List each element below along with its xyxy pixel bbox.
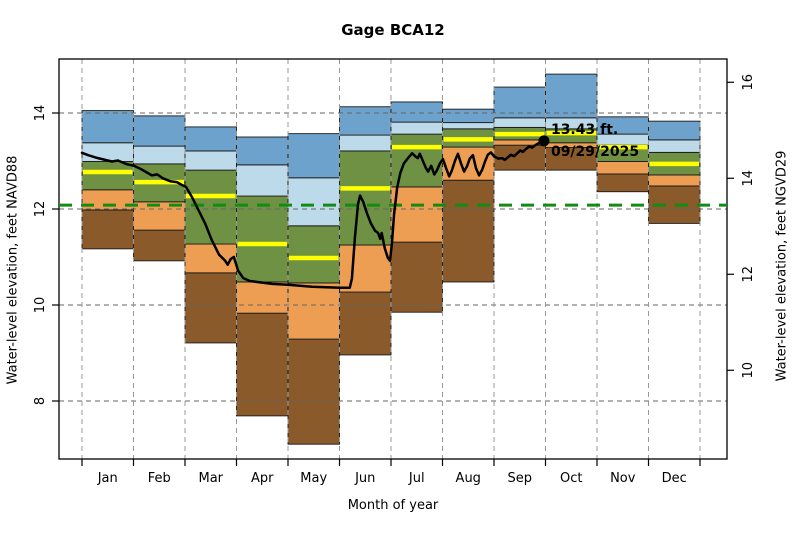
band-p90-max-jun xyxy=(339,106,392,136)
band-p75-p90-jul xyxy=(390,121,443,135)
band-p75-p90-apr xyxy=(236,164,289,197)
left-tick-label-10: 10 xyxy=(33,297,48,314)
annotation-date: 09/29/2025 xyxy=(551,144,639,160)
band-p75-p90-sep xyxy=(493,117,546,128)
band-p25-p75-jun xyxy=(339,150,392,246)
month-label-jun: Jun xyxy=(354,471,375,486)
band-p25-p75-apr xyxy=(236,195,289,283)
band-p10-p25-may xyxy=(287,282,340,340)
annotation-value: 13.43 ft. xyxy=(551,122,618,138)
band-p90-max-feb xyxy=(133,115,186,147)
band-p10-p25-nov xyxy=(596,161,649,175)
right-tick-label-10: 10 xyxy=(741,362,756,379)
month-label-may: May xyxy=(300,471,327,486)
band-min-p10-may xyxy=(287,338,340,445)
band-p25-p75-may xyxy=(287,225,340,284)
band-p75-p90-aug xyxy=(442,122,495,130)
band-min-p10-apr xyxy=(236,312,289,417)
month-label-oct: Oct xyxy=(560,471,582,486)
band-p90-max-dec xyxy=(648,120,701,141)
x-axis-title: Month of year xyxy=(347,498,439,513)
left-tick-label-8: 8 xyxy=(33,397,48,405)
month-label-mar: Mar xyxy=(198,471,223,486)
month-label-dec: Dec xyxy=(662,471,687,486)
band-p25-p75-mar xyxy=(184,169,237,245)
left-axis-title: Water-level elevation, feet NAVD88 xyxy=(5,155,21,385)
chart-title: Gage BCA12 xyxy=(341,21,445,39)
band-min-p10-nov xyxy=(596,173,649,193)
band-p75-p90-may xyxy=(287,177,340,227)
band-p10-p25-dec xyxy=(648,174,701,187)
band-p90-max-oct xyxy=(545,73,598,119)
month-label-jan: Jan xyxy=(97,471,118,486)
band-min-p10-jan xyxy=(81,209,134,250)
current-year-line xyxy=(80,139,546,289)
month-label-nov: Nov xyxy=(610,471,636,486)
right-axis-title: Water-level elevation, feet NGVD29 xyxy=(774,150,790,382)
band-p90-max-jul xyxy=(390,101,443,123)
band-p90-max-aug xyxy=(442,108,495,124)
band-p10-p25-apr xyxy=(236,281,289,314)
latest-value-dot xyxy=(538,135,550,147)
band-p75-p90-feb xyxy=(133,145,186,165)
plot-box xyxy=(58,58,728,460)
right-tick-label-12: 12 xyxy=(741,266,756,283)
band-p90-max-apr xyxy=(236,136,289,166)
right-tick-label-16: 16 xyxy=(741,74,756,91)
month-label-jul: Jul xyxy=(408,471,425,486)
band-min-p10-mar xyxy=(184,272,237,344)
band-p10-p25-mar xyxy=(184,243,237,274)
left-tick-label-14: 14 xyxy=(33,105,48,122)
band-p75-p90-mar xyxy=(184,150,237,171)
band-p75-p90-jan xyxy=(81,142,134,162)
month-label-feb: Feb xyxy=(148,471,171,486)
band-p90-max-mar xyxy=(184,126,237,152)
month-label-apr: Apr xyxy=(251,471,274,486)
band-p90-max-may xyxy=(287,133,340,179)
band-min-p10-jun xyxy=(339,291,392,356)
band-p25-p75-jan xyxy=(81,161,134,191)
band-p75-p90-dec xyxy=(648,139,701,153)
band-p10-p25-jan xyxy=(81,189,134,211)
band-p10-p25-jun xyxy=(339,244,392,293)
band-p10-p25-jul xyxy=(390,186,443,243)
month-label-aug: Aug xyxy=(456,471,481,486)
band-min-p10-feb xyxy=(133,229,186,262)
band-min-p10-jul xyxy=(390,241,443,313)
month-label-sep: Sep xyxy=(507,471,532,486)
band-p75-p90-jun xyxy=(339,134,392,152)
band-min-p10-aug xyxy=(442,179,495,283)
right-tick-label-14: 14 xyxy=(741,170,756,187)
band-p90-max-jan xyxy=(81,110,134,144)
left-tick-label-12: 12 xyxy=(33,201,48,218)
